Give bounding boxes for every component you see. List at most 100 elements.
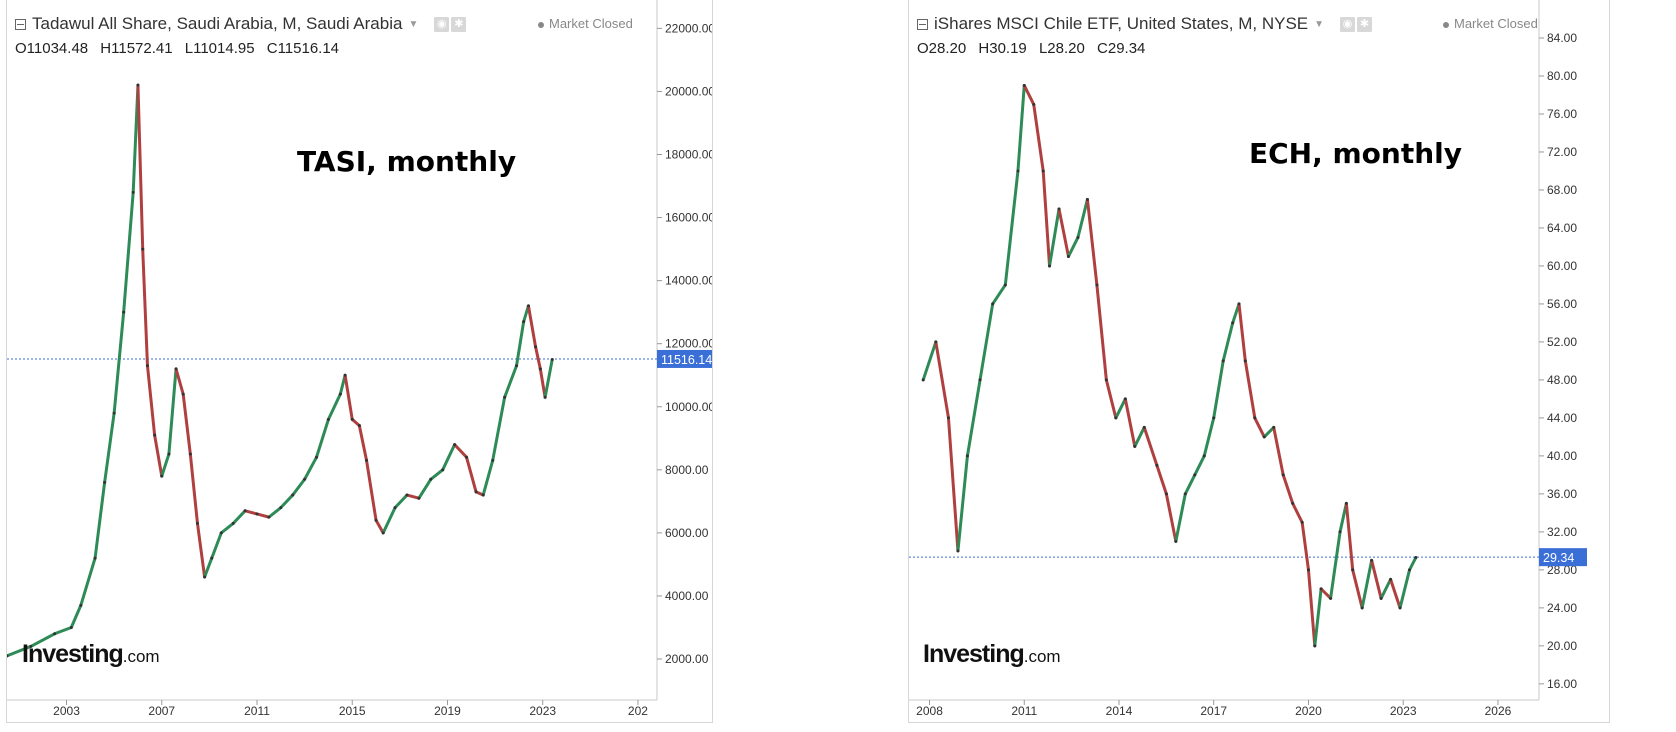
price-segment [1085,197,1099,287]
data-point [543,395,547,399]
price-segment [29,632,57,648]
chevron-down-icon[interactable]: ▼ [408,18,419,30]
data-point [417,496,421,500]
eye-icon[interactable]: ◉ [434,16,450,32]
x-tick-label: 2008 [916,704,943,718]
chevron-down-icon[interactable]: ▼ [1314,18,1325,30]
data-point [1193,473,1197,477]
price-segment [203,556,214,579]
collapse-icon[interactable] [917,18,928,30]
price-segment [1360,558,1374,610]
gear-icon[interactable]: ✱ [1357,16,1373,32]
data-point [1291,501,1295,505]
data-point [195,521,199,525]
price-segment [1221,321,1235,363]
y-tick-label: 16000.00 [665,211,712,225]
data-point [978,378,982,382]
data-point [231,521,235,525]
price-segment [1174,492,1187,543]
x-tick-label: 202 [628,704,648,718]
tasi-chart-header: Tadawul All Share, Saudi Arabia, M, Saud… [15,14,467,34]
data-point [141,247,145,251]
price-segment [1253,416,1266,439]
price-segment [69,603,83,629]
price-segment [481,458,495,497]
price-segment [1142,425,1159,467]
data-point [167,452,171,456]
price-segment [1351,568,1364,610]
data-point [210,556,214,560]
y-tick-label: 68.00 [1547,183,1577,197]
price-segment [1319,587,1333,600]
investing-logo[interactable]: Investing.com [22,640,160,668]
data-point [357,424,361,428]
last-price-box [1539,548,1587,567]
data-point [1123,397,1127,401]
data-point [103,480,107,484]
price-segment [160,452,171,478]
tasi-annotation: TASI, monthly [297,145,517,178]
collapse-icon[interactable] [15,18,26,30]
price-segment [1155,463,1168,496]
price-segment [112,310,126,415]
data-point [219,531,223,535]
price-segment [1032,102,1045,173]
data-point [965,454,969,458]
data-point [381,531,385,535]
price-segment [978,302,995,382]
price-segment [503,364,519,399]
price-segment [1272,425,1285,477]
data-point [921,378,925,382]
y-tick-label: 72.00 [1547,145,1577,159]
data-point [112,411,116,415]
price-segment [405,493,421,500]
price-segment [374,518,385,535]
x-tick-label: 2014 [1106,704,1133,718]
price-segment [1114,397,1127,420]
eye-icon[interactable]: ◉ [1340,16,1356,32]
data-point [1398,606,1402,610]
data-point [1183,492,1187,496]
data-point [1066,254,1070,258]
tasi-chart-panel: 2000.00 4000.00 6000.00 8000.00 10000.00 1200… [6,0,713,723]
chart-toolbar: ◉ ✱ [1340,16,1373,32]
tasi-ohlc-readout: O11034.48 H11572.41 L11014.95 C11516.14 [15,40,347,57]
gear-icon[interactable]: ✱ [451,16,467,32]
price-segment [1306,568,1317,648]
price-segment [1104,378,1118,420]
data-point [203,575,207,579]
price-segment [291,477,307,497]
data-point [1281,473,1285,477]
data-point [174,367,178,371]
y-tick-label: 12000.00 [665,337,712,351]
price-segment [1164,492,1178,543]
price-segment [303,455,319,481]
data-point [1016,169,1020,173]
data-point [1329,596,1333,600]
price-segment [1379,577,1393,600]
y-tick-label: 44.00 [1547,411,1577,425]
y-tick-label: 60.00 [1547,259,1577,273]
price-segment [255,512,271,519]
ech-market-status: Market Closed [1443,16,1538,31]
data-point [491,458,495,462]
data-point [934,340,938,344]
ech-chart-title: iShares MSCI Chile ETF, United States, M… [934,14,1309,33]
investing-logo[interactable]: Investing.com [923,640,1061,668]
ech-chart-svg[interactable]: 16.00 20.00 24.00 28.00 32.00 36.00 40.00 44.00… [909,0,1609,722]
y-tick-label: 18000.00 [665,148,712,162]
tasi-chart-svg[interactable]: 2000.00 4000.00 6000.00 8000.00 10000.00 1200… [7,0,712,722]
data-point [1300,520,1304,524]
price-segment [219,521,235,535]
price-segment [1095,283,1108,382]
data-point [291,493,295,497]
low-value: L11014.95 [184,40,255,57]
data-point [1041,169,1045,173]
y-tick-label: 32.00 [1547,525,1577,539]
data-point [1262,435,1266,439]
data-point [522,320,526,324]
price-segment [1193,454,1206,477]
ech-chart-header: iShares MSCI Chile ETF, United States, M… [917,14,1373,34]
y-tick-label: 28.00 [1547,563,1577,577]
y-tick-label: 16.00 [1547,677,1577,691]
